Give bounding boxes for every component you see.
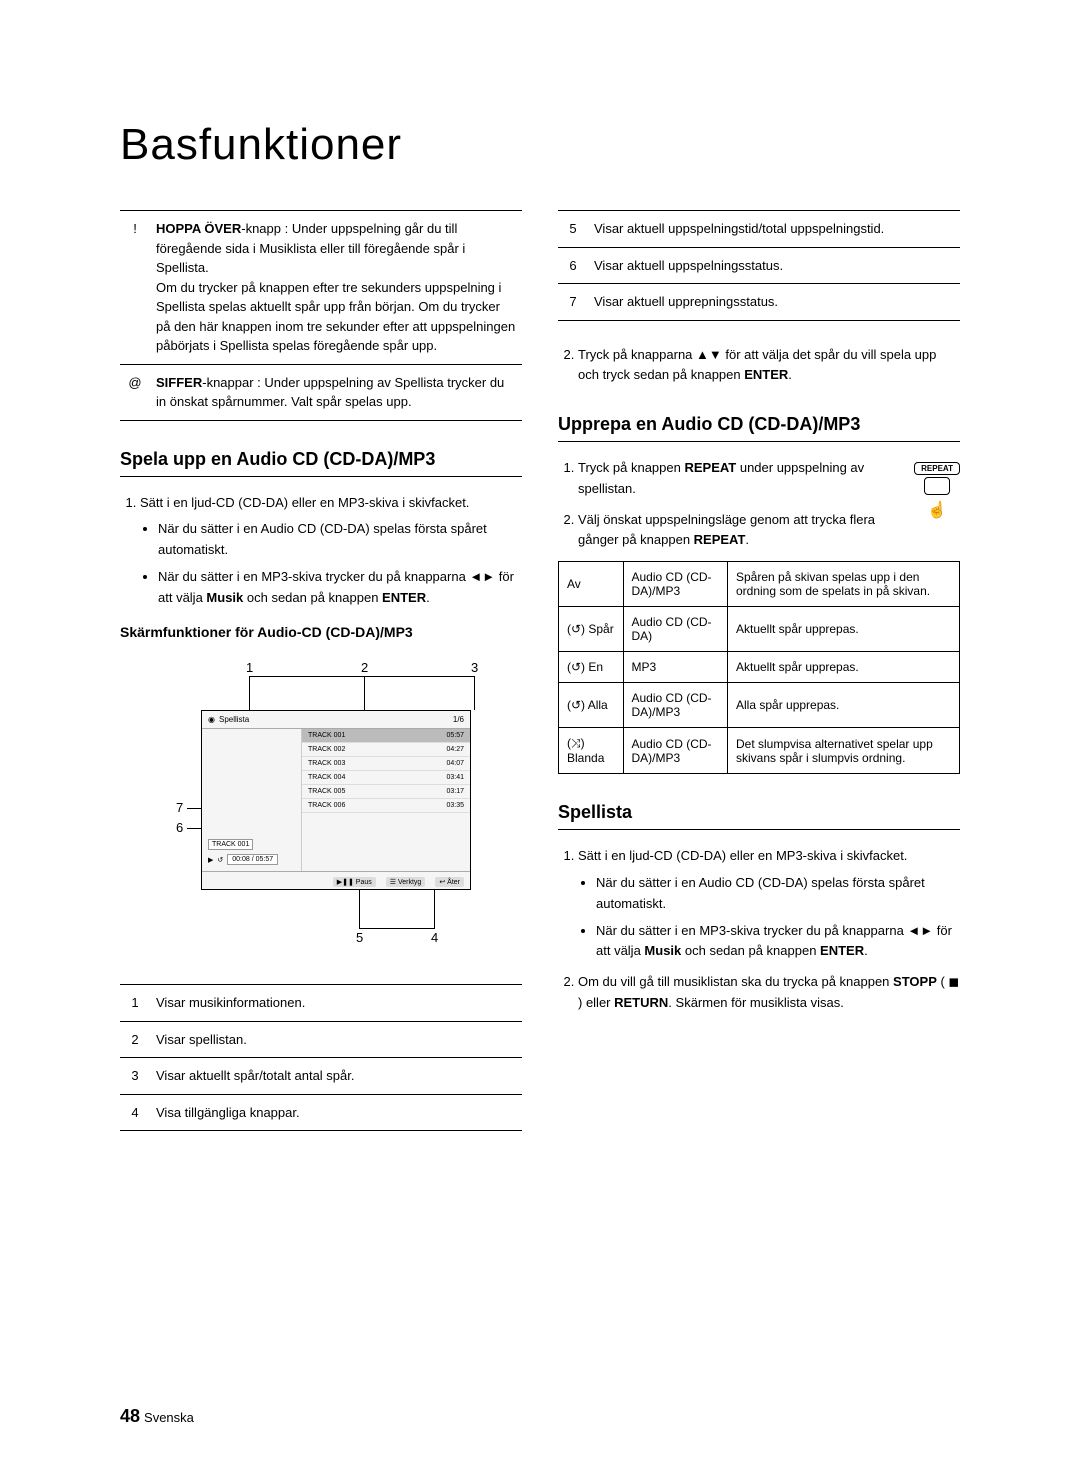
callout-2: 2 xyxy=(361,660,368,675)
list-item: TRACK 00304:07 xyxy=(302,757,470,771)
page-footer: 48Svenska xyxy=(120,1406,194,1427)
table-row: 6Visar aktuell uppspelningsstatus. xyxy=(558,247,960,284)
table-row: 2Visar spellistan. xyxy=(120,1021,522,1058)
list-item: Tryck på knapparna ▲▼ för att välja det … xyxy=(578,345,960,387)
table-row: 7Visar aktuell upprepningsstatus. xyxy=(558,284,960,321)
list-item: Om du vill gå till musiklistan ska du tr… xyxy=(578,972,960,1014)
table-row: AvAudio CD (CD-DA)/MP3Spåren på skivan s… xyxy=(559,562,960,607)
disc-icon: ◉ xyxy=(208,715,215,724)
table-row: (↺) EnMP3Aktuellt spår upprepas. xyxy=(559,652,960,683)
callout-5: 5 xyxy=(356,930,363,945)
callout-1: 1 xyxy=(246,660,253,675)
instruction-list: Tryck på knappen REPEAT under uppspelnin… xyxy=(558,458,960,551)
remote-repeat-icon: REPEAT ☝ xyxy=(914,458,960,520)
section-heading: Spellista xyxy=(558,802,960,830)
callout-desc-table: 1Visar musikinformationen. 2Visar spelli… xyxy=(120,984,522,1131)
section-heading: Spela upp en Audio CD (CD-DA)/MP3 xyxy=(120,449,522,477)
list-item: Välj önskat uppspelningsläge genom att t… xyxy=(578,510,960,552)
table-row: 3Visar aktuellt spår/totalt antal spår. xyxy=(120,1058,522,1095)
player-screenshot: ◉ Spellista 1/6 TRACK 001 ▶ ↺ 00:08 / 05… xyxy=(201,710,471,890)
list-item: TRACK 00204:27 xyxy=(302,743,470,757)
row-key: ! xyxy=(120,211,150,365)
back-button: ↩ Åter xyxy=(435,877,464,887)
table-row: 4Visa tillgängliga knappar. xyxy=(120,1094,522,1131)
table-row: (↺) SpårAudio CD (CD-DA)Aktuellt spår up… xyxy=(559,607,960,652)
list-item: Sätt i en ljud-CD (CD-DA) eller en MP3-s… xyxy=(140,493,522,609)
list-item: Sätt i en ljud-CD (CD-DA) eller en MP3-s… xyxy=(578,846,960,962)
button-info-table: ! HOPPA ÖVER-knapp : Under uppspelning g… xyxy=(120,210,522,421)
page-title: Basfunktioner xyxy=(120,120,960,170)
time-display: 00:08 / 05:57 xyxy=(227,854,278,865)
header-count: 1/6 xyxy=(453,715,464,724)
instruction-list: Tryck på knapparna ▲▼ för att välja det … xyxy=(558,345,960,387)
repeat-mode-table: AvAudio CD (CD-DA)/MP3Spåren på skivan s… xyxy=(558,561,960,774)
callout-6: 6 xyxy=(176,820,183,835)
list-item: TRACK 00603:35 xyxy=(302,799,470,813)
list-item: Tryck på knappen REPEAT under uppspelnin… xyxy=(578,458,960,500)
table-row: (⤨) BlandaAudio CD (CD-DA)/MP3Det slumpv… xyxy=(559,728,960,774)
callout-desc-table-cont: 5Visar aktuell uppspelningstid/total upp… xyxy=(558,210,960,321)
player-diagram: 1 2 3 7 6 5 4 ◉ Spellista 1/6 xyxy=(131,660,511,960)
list-item: När du sätter i en MP3-skiva trycker du … xyxy=(596,921,960,963)
hand-icon: ☝ xyxy=(914,500,960,520)
list-item: TRACK 00403:41 xyxy=(302,771,470,785)
row-key: @ xyxy=(120,364,150,420)
repeat-icon: ↺ xyxy=(217,856,223,864)
callout-7: 7 xyxy=(176,800,183,815)
table-row: @ SIFFER-knappar : Under uppspelning av … xyxy=(120,364,522,420)
callout-4: 4 xyxy=(431,930,438,945)
track-list: TRACK 00105:57 TRACK 00204:27 TRACK 0030… xyxy=(302,729,470,871)
table-row: ! HOPPA ÖVER-knapp : Under uppspelning g… xyxy=(120,211,522,365)
play-icon: ▶ xyxy=(208,856,213,864)
left-column: ! HOPPA ÖVER-knapp : Under uppspelning g… xyxy=(120,210,522,1155)
list-item: När du sätter i en MP3-skiva trycker du … xyxy=(158,567,522,609)
row-text: HOPPA ÖVER-knapp : Under uppspelning går… xyxy=(150,211,522,365)
list-item: TRACK 00105:57 xyxy=(302,729,470,743)
sub-heading: Skärmfunktioner för Audio-CD (CD-DA)/MP3 xyxy=(120,624,522,640)
instruction-list: Sätt i en ljud-CD (CD-DA) eller en MP3-s… xyxy=(120,493,522,609)
right-column: 5Visar aktuell uppspelningstid/total upp… xyxy=(558,210,960,1155)
tools-button: ☰ Verktyg xyxy=(386,877,426,887)
table-row: 5Visar aktuell uppspelningstid/total upp… xyxy=(558,211,960,248)
table-row: (↺) AllaAudio CD (CD-DA)/MP3Alla spår up… xyxy=(559,683,960,728)
list-item: När du sätter i en Audio CD (CD-DA) spel… xyxy=(596,873,960,915)
pause-button: ▶❚❚ Paus xyxy=(333,877,376,887)
list-item: TRACK 00503:17 xyxy=(302,785,470,799)
header-title: Spellista xyxy=(219,715,249,724)
current-track-badge: TRACK 001 xyxy=(208,839,253,850)
list-item: När du sätter i en Audio CD (CD-DA) spel… xyxy=(158,519,522,561)
section-heading: Upprepa en Audio CD (CD-DA)/MP3 xyxy=(558,414,960,442)
table-row: 1Visar musikinformationen. xyxy=(120,985,522,1022)
row-text: SIFFER-knappar : Under uppspelning av Sp… xyxy=(150,364,522,420)
instruction-list: Sätt i en ljud-CD (CD-DA) eller en MP3-s… xyxy=(558,846,960,1014)
callout-3: 3 xyxy=(471,660,478,675)
